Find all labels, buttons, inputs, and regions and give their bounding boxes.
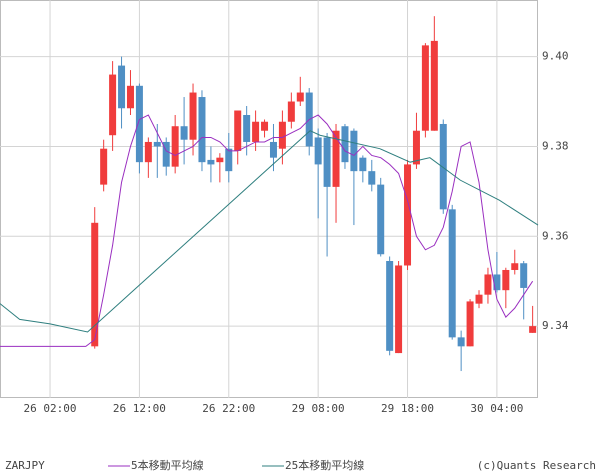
legend-label: 25本移動平均線 (285, 458, 364, 472)
candle-body (216, 157, 224, 163)
candle-body (269, 141, 277, 158)
candle-body (261, 121, 269, 131)
candle-body (287, 101, 295, 122)
candle-body (377, 184, 385, 255)
candle-body (109, 74, 117, 136)
candle-body (278, 121, 286, 149)
candle-body (502, 269, 510, 291)
y-tick-label: 9.34 (542, 319, 569, 332)
candle-body (198, 97, 206, 163)
candle-body (395, 265, 403, 354)
candle-body (529, 326, 537, 333)
candle-body (439, 123, 447, 210)
candle-body (153, 141, 161, 147)
candle-body (296, 92, 304, 102)
candle-body (162, 141, 170, 167)
candle-body (368, 171, 376, 185)
candle-body (118, 65, 126, 109)
y-tick-label: 9.36 (542, 229, 569, 242)
candle-body (234, 110, 242, 151)
x-tick-label: 29 08:00 (292, 402, 345, 415)
credit: (c)Quants Research (477, 459, 596, 472)
candle-body (332, 130, 340, 187)
x-tick-label: 30 04:00 (470, 402, 523, 415)
moving-average-line (0, 114, 534, 347)
moving-average-line (0, 130, 539, 333)
candle-body (135, 85, 143, 163)
y-tick-label: 9.40 (542, 50, 569, 63)
candle-body (511, 263, 519, 270)
candle-body (207, 159, 215, 165)
legend-label: 5本移動平均線 (131, 458, 204, 472)
candle-body (386, 260, 394, 351)
candle-body (520, 263, 528, 288)
x-tick-label: 26 02:00 (24, 402, 77, 415)
candle-body (171, 126, 179, 167)
candle-body (466, 301, 474, 347)
candle-body (189, 92, 197, 140)
candle-body (475, 294, 483, 304)
candle-body (126, 85, 134, 109)
candle-body (421, 45, 429, 131)
x-tick-label: 26 22:00 (202, 402, 255, 415)
candle-body (448, 209, 456, 338)
candle-body (359, 157, 367, 172)
candle-body (404, 164, 412, 266)
candle-body (180, 126, 188, 140)
candle-body (100, 148, 108, 185)
candle-body (225, 148, 233, 172)
candle-body (350, 130, 358, 172)
candle-body (323, 137, 331, 187)
x-tick-label: 29 18:00 (381, 402, 434, 415)
candle-body (243, 114, 251, 142)
x-tick-label: 26 12:00 (113, 402, 166, 415)
candle-body (252, 121, 260, 142)
candle-body (412, 130, 420, 165)
candle-body (341, 126, 349, 163)
candle-body (484, 274, 492, 295)
candle-body (457, 337, 465, 347)
candle-body (144, 141, 152, 163)
y-tick-label: 9.38 (542, 139, 569, 152)
candle-body (314, 137, 322, 165)
candle-body (91, 222, 99, 347)
symbol: ZARJPY (5, 459, 45, 472)
candle-body (493, 274, 501, 291)
plot-area (0, 0, 538, 398)
candle-body (430, 40, 438, 131)
